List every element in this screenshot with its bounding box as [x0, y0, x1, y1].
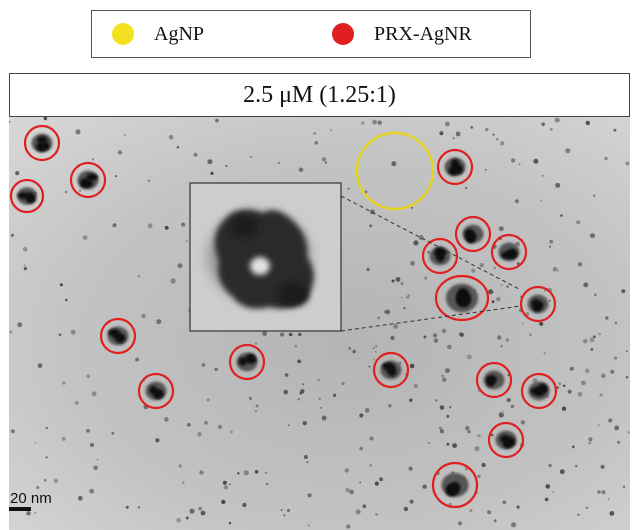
prx-agnr-particle [495, 430, 517, 450]
prx-agnr-red-ring [137, 372, 175, 410]
prx-agnr-particle [380, 360, 402, 380]
prx-agnr-red-ring [436, 148, 474, 186]
prx-agnr-red-ring [69, 161, 107, 199]
ring-group [9, 124, 558, 509]
prx-agnr-red-ring [434, 274, 490, 322]
legend-item-prx-agnr: PRX-AgNR [332, 11, 472, 57]
particle-group [17, 133, 550, 498]
concentration-label: 2.5 μM (1.25:1) [9, 73, 630, 117]
prx-agnr-particle [528, 381, 550, 401]
prx-agnr-red-ring [454, 215, 492, 253]
red-dot-icon [332, 23, 354, 45]
prx-agnr-particle [31, 133, 53, 153]
prx-agnr-particle [462, 224, 484, 244]
prx-agnr-red-ring [475, 361, 513, 399]
prx-agnr-red-ring [490, 233, 528, 271]
agnp-yellow-ring [355, 131, 435, 211]
prx-agnr-particle [77, 170, 99, 190]
prx-agnr-red-ring [228, 343, 266, 381]
prx-agnr-red-ring [23, 124, 61, 162]
prx-agnr-particle [441, 472, 469, 498]
prx-agnr-red-ring [99, 317, 137, 355]
tem-micrograph: 20 nm [9, 117, 630, 530]
legend: AgNP PRX-AgNR [91, 10, 531, 58]
prx-agnr-particle [17, 187, 37, 205]
legend-label-prx-agnr: PRX-AgNR [374, 22, 472, 45]
prx-agnr-particle [444, 157, 466, 177]
legend-label-agnp: AgNP [154, 22, 205, 45]
prx-agnr-particle [145, 381, 167, 401]
prx-agnr-particle [483, 370, 505, 390]
prx-agnr-particle [445, 283, 479, 313]
prx-agnr-red-ring [487, 421, 525, 459]
tem-image: 20 nm [9, 117, 630, 530]
prx-agnr-red-ring [519, 285, 557, 323]
scale-bar [9, 507, 31, 511]
prx-agnr-red-ring [431, 461, 479, 509]
prx-agnr-red-ring [421, 237, 459, 275]
zoom-line-top [340, 195, 522, 291]
prx-agnr-red-ring [9, 178, 45, 214]
prx-agnr-particle [107, 326, 129, 346]
prx-agnr-particle [527, 294, 549, 314]
prx-agnr-red-ring [372, 351, 410, 389]
prx-agnr-particle [429, 246, 451, 266]
inset-zoom [189, 182, 342, 332]
prx-agnr-red-ring [520, 372, 558, 410]
prx-agnr-particle [498, 242, 520, 262]
scale-bar-label: 20 nm [10, 490, 52, 507]
zoom-line-bottom [340, 305, 522, 332]
yellow-dot-icon [112, 23, 134, 45]
prx-agnr-particle [236, 352, 258, 372]
legend-item-agnp: AgNP [112, 11, 204, 57]
